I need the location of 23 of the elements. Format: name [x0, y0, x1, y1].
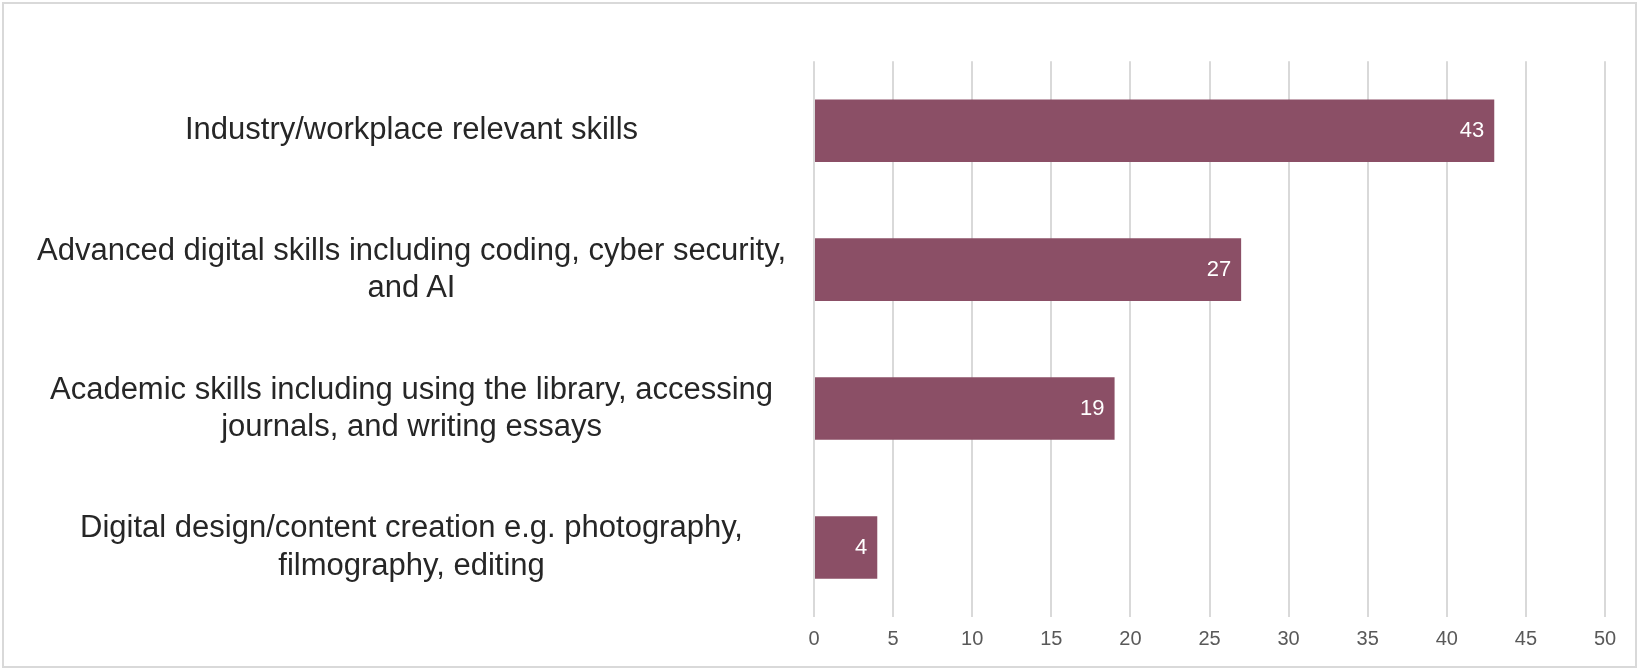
x-tick-label: 15	[1040, 626, 1063, 649]
x-tick-label: 35	[1356, 626, 1379, 649]
data-label: 43	[1459, 116, 1485, 142]
x-tick-label: 40	[1435, 626, 1458, 649]
x-tick-label: 10	[961, 626, 984, 649]
x-tick-label: 0	[808, 626, 820, 649]
bar	[815, 99, 1495, 162]
x-tick-label: 45	[1514, 626, 1538, 649]
y-tick-label: Digital design/content creation e.g. photography, filmography, editing	[80, 509, 743, 582]
x-tick-label: 20	[1119, 626, 1142, 649]
y-tick-label: Academic skills including using the library, accessing journals, and writing essays	[49, 370, 774, 443]
data-label: 27	[1206, 255, 1232, 281]
bar	[815, 516, 878, 579]
y-tick-label: Industry/workplace relevant skills	[184, 111, 639, 147]
x-tick-label: 5	[887, 626, 899, 649]
y-tick-label: Advanced digital skills including coding, cyber security, and AI	[37, 231, 786, 304]
bar	[815, 238, 1242, 301]
x-tick-label: 25	[1198, 626, 1221, 649]
data-label: 19	[1080, 394, 1105, 420]
x-tick-label: 30	[1277, 626, 1300, 649]
bar	[815, 377, 1115, 440]
x-tick-label: 50	[1593, 626, 1617, 649]
data-label: 4	[855, 533, 868, 559]
